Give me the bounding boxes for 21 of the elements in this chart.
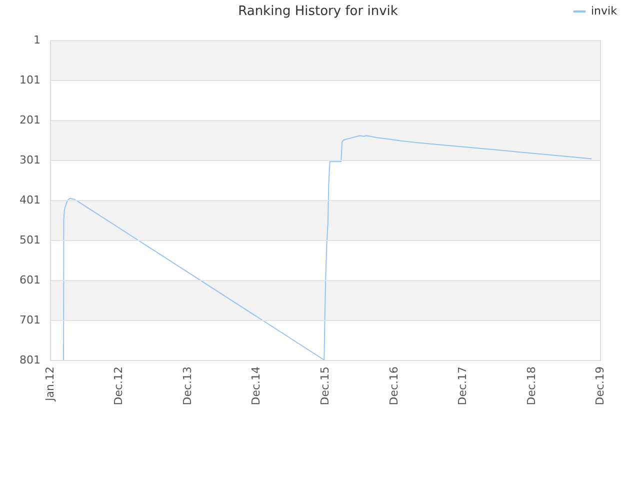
y-tick-label: 101 [20,74,40,86]
y-tick-label: 701 [20,314,40,326]
line-series [63,135,592,360]
y-tick-label: 301 [20,154,40,166]
y-tick-label: 601 [20,274,40,286]
x-tick-label: Dec.18 [524,366,538,406]
y-tick-label: 1 [34,34,40,46]
x-tick-label: Jan.12 [44,366,56,402]
legend-label: invik [591,4,618,18]
x-tick-label: Dec.19 [594,366,606,406]
y-tick-label: 201 [20,114,40,126]
x-tick-label: Dec.14 [250,366,263,406]
x-tick-label: Dec.16 [387,366,400,406]
y-tick-label: 501 [20,234,40,246]
x-tick-label: Dec.13 [180,366,194,406]
x-tick-label: Dec.15 [318,366,332,406]
chart-title: Ranking History for invik [238,4,398,19]
y-tick-label: 401 [20,194,40,206]
y-tick-label: 801 [20,354,40,366]
x-tick-label: Dec.12 [112,366,126,406]
x-tick-label: Dec.17 [456,366,470,406]
